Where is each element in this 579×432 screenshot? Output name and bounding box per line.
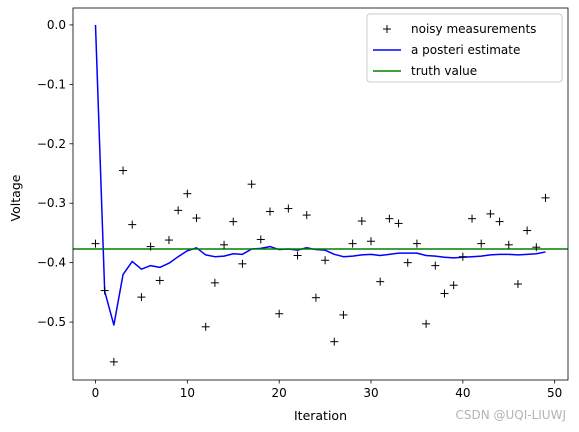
y-tick-label: 0.0 [47,18,66,32]
measurement-point [468,214,477,223]
legend-item: truth value [373,64,477,78]
measurement-point [265,207,274,216]
legend-label: truth value [411,64,477,78]
y-axis-label: Voltage [8,174,23,221]
plot-frame [72,7,569,381]
measurement-point [128,220,137,229]
measurement-point [192,214,201,223]
x-tick-label: 20 [272,386,287,400]
x-tick-label: 50 [547,386,562,400]
measurement-point [302,211,311,220]
measurement-point [394,219,403,228]
measurement-point [256,235,265,244]
measurement-point [164,236,173,245]
measurement-point [330,337,339,346]
y-tick-label: −0.4 [37,256,66,270]
measurement-point [477,239,486,248]
measurement-point [183,189,192,198]
measurement-point [541,193,550,202]
measurement-point [458,252,467,261]
measurement-point [486,209,495,218]
measurement-point [376,277,385,286]
measurement-point [449,281,458,290]
legend-item: a posteri estimate [373,43,520,57]
measurement-point [238,259,247,268]
watermark: CSDN @UQI-LIUWJ [455,408,566,422]
measurement-point [210,278,219,287]
measurement-point [495,217,504,226]
measurement-point [367,237,376,246]
legend-label: a posteri estimate [411,43,520,57]
measurement-point [201,322,210,331]
measurement-point [146,242,155,251]
measurement-point [100,286,109,295]
y-tick-label: −0.2 [37,137,66,151]
measurement-point [137,293,146,302]
measurement-point [109,357,118,366]
measurement-point [91,239,100,248]
legend-box [366,13,563,83]
legend: noisy measurements a posteri estimate trut… [366,13,563,83]
measurement-point [311,293,320,302]
measurement-point [348,239,357,248]
measurement-point [532,243,541,252]
measurement-point [523,226,532,235]
measurement-point [385,214,394,223]
measurement-point [229,217,238,226]
measurement-point [431,261,440,270]
measurement-point [155,276,164,285]
plot-area [73,24,568,366]
measurement-point [284,204,293,213]
y-tick-label: −0.5 [37,315,66,329]
legend-item: noisy measurements [383,22,536,36]
axes: 0 10 20 30 40 50 0.0 −0.1 −0.2 −0.3 −0.4 −0.5 [37,7,569,400]
y-tick-label: −0.1 [37,77,66,91]
measurement-point [412,239,421,248]
x-tick-label: 10 [180,386,195,400]
measurement-point [403,258,412,267]
measurement-point [220,240,229,249]
measurement-point [339,310,348,319]
measurement-point [174,206,183,215]
estimate-line [94,24,546,326]
measurement-point [357,217,366,226]
measurement-point [513,280,522,289]
measurement-point [275,309,284,318]
y-tick-label: −0.3 [37,196,66,210]
x-tick-label: 30 [363,386,378,400]
measurement-point [247,180,256,189]
x-tick-label: 40 [455,386,470,400]
x-tick-label: 0 [92,386,100,400]
measurement-point [422,319,431,328]
measurement-point [119,166,128,175]
measurement-point [504,240,513,249]
legend-label: noisy measurements [411,22,536,36]
measurement-point [293,251,302,260]
x-axis-label: Iteration [294,408,347,423]
measurement-point [321,256,330,265]
measurement-point [440,289,449,298]
